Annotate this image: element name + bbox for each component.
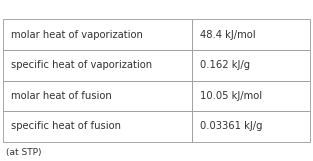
Bar bbox=[192, 111, 310, 142]
Text: 0.162 kJ/g: 0.162 kJ/g bbox=[200, 60, 250, 70]
Bar bbox=[3, 80, 192, 111]
Text: 10.05 kJ/mol: 10.05 kJ/mol bbox=[200, 91, 262, 101]
Bar bbox=[192, 80, 310, 111]
Bar bbox=[3, 50, 192, 80]
Bar bbox=[3, 111, 192, 142]
Text: 0.03361 kJ/g: 0.03361 kJ/g bbox=[200, 121, 263, 131]
Text: (at STP): (at STP) bbox=[6, 148, 42, 157]
Text: specific heat of vaporization: specific heat of vaporization bbox=[11, 60, 152, 70]
Text: molar heat of fusion: molar heat of fusion bbox=[11, 91, 112, 101]
Text: specific heat of fusion: specific heat of fusion bbox=[11, 121, 121, 131]
Text: molar heat of vaporization: molar heat of vaporization bbox=[11, 30, 143, 40]
Bar bbox=[192, 19, 310, 50]
Bar bbox=[192, 50, 310, 80]
Bar bbox=[3, 19, 192, 50]
Text: 48.4 kJ/mol: 48.4 kJ/mol bbox=[200, 30, 256, 40]
